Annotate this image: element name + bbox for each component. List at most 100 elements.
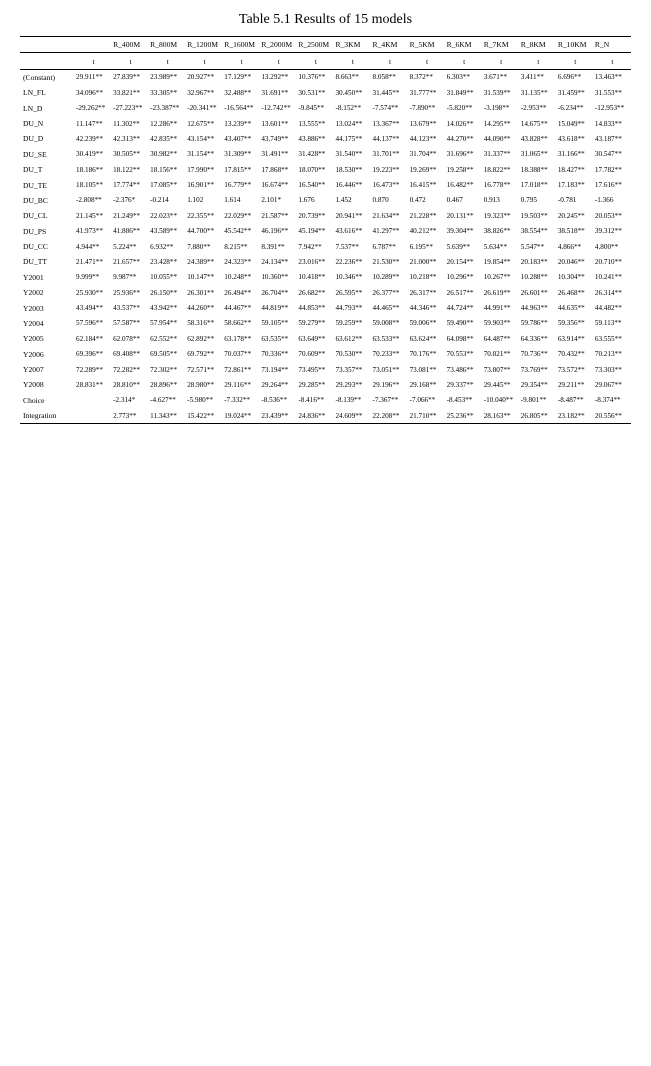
cell: 13.024**: [334, 116, 371, 131]
cell: 44.793**: [334, 300, 371, 315]
cell: 5.224**: [112, 239, 149, 254]
cell: 7.880**: [186, 239, 223, 254]
cell: 0.870: [372, 193, 409, 208]
row-label: Integration: [20, 408, 75, 423]
cell: 19.269**: [409, 162, 446, 177]
cell: 3.671**: [483, 69, 520, 85]
table-row: Choice-2.314*-4.627**-5.980**-7.332**-8.…: [20, 393, 631, 408]
header-col-13: R_8KM: [520, 37, 557, 53]
cell: 23.439**: [260, 408, 297, 423]
cell: 70.736**: [520, 347, 557, 362]
cell: 24.836**: [297, 408, 334, 423]
cell: 20.710**: [594, 254, 631, 269]
cell: 29.445**: [483, 377, 520, 392]
cell: -0.214: [149, 193, 186, 208]
cell: 12.286**: [149, 116, 186, 131]
cell: 59.113**: [594, 316, 631, 331]
cell: -7.367**: [372, 393, 409, 408]
cell: 13.367**: [372, 116, 409, 131]
cell: 44.819**: [260, 300, 297, 315]
cell: 29.264**: [260, 377, 297, 392]
row-label: Y2006: [20, 347, 75, 362]
cell: -9.801**: [520, 393, 557, 408]
cell: 17.085**: [149, 177, 186, 192]
cell: 41.973**: [75, 224, 112, 239]
cell: 29.354**: [520, 377, 557, 392]
cell: 73.357**: [334, 362, 371, 377]
cell: 10.288**: [520, 270, 557, 285]
row-label: LN_D: [20, 101, 75, 116]
cell: 14.295**: [483, 116, 520, 131]
cell: 16.778**: [483, 177, 520, 192]
header-col-9: R_4KM: [372, 37, 409, 53]
cell: 20.183**: [520, 254, 557, 269]
cell: 58.662**: [223, 316, 260, 331]
cell: 21.249**: [112, 208, 149, 223]
cell: 44.467**: [223, 300, 260, 315]
cell: 19.323**: [483, 208, 520, 223]
row-label: Choice: [20, 393, 75, 408]
subheader-t-11: t: [446, 53, 483, 69]
cell: 57.587**: [112, 316, 149, 331]
cell: 63.612**: [334, 331, 371, 346]
cell: 20.927**: [186, 69, 223, 85]
cell: 34.096**: [75, 85, 112, 100]
cell: 10.248**: [223, 270, 260, 285]
cell: 28.810**: [112, 377, 149, 392]
table-row: DU_N11.147**11.302**12.286**12.675**13.2…: [20, 116, 631, 131]
row-label: DU_PS: [20, 224, 75, 239]
header-col-8: R_3KM: [334, 37, 371, 53]
subheader-t-7: t: [297, 53, 334, 69]
cell: -10.040**: [483, 393, 520, 408]
cell: 20.131**: [446, 208, 483, 223]
subheader-t-10: t: [409, 53, 446, 69]
cell: 59.008**: [372, 316, 409, 331]
cell: 3.411**: [520, 69, 557, 85]
cell: 32.967**: [186, 85, 223, 100]
cell: 30.505**: [112, 147, 149, 162]
table-row: Y200225.930**25.936**26.150**26.301**26.…: [20, 285, 631, 300]
cell: [75, 393, 112, 408]
cell: -7.066**: [409, 393, 446, 408]
subheader-blank: [20, 53, 75, 69]
row-label: Y2002: [20, 285, 75, 300]
cell: 69.792**: [186, 347, 223, 362]
cell: 62.184**: [75, 331, 112, 346]
table-row: DU_D42.239**42.313**42.835**43.154**43.4…: [20, 131, 631, 146]
cell: 63.649**: [297, 331, 334, 346]
cell: 21.145**: [75, 208, 112, 223]
cell: [75, 408, 112, 423]
cell: 18.822**: [483, 162, 520, 177]
cell: 43.618**: [557, 131, 594, 146]
cell: 31.539**: [483, 85, 520, 100]
cell: 70.432**: [557, 347, 594, 362]
cell: -8.374**: [594, 393, 631, 408]
cell: 70.176**: [409, 347, 446, 362]
row-label: DU_CC: [20, 239, 75, 254]
subheader-t-15: t: [594, 53, 631, 69]
cell: 17.868**: [260, 162, 297, 177]
subheader-t-13: t: [520, 53, 557, 69]
cell: 44.991**: [483, 300, 520, 315]
cell: 70.336**: [260, 347, 297, 362]
table-header-row-1: R_400MR_800MR_1200MR_1600MR_2000MR_2500M…: [20, 37, 631, 53]
row-label: DU_N: [20, 116, 75, 131]
cell: 44.853**: [297, 300, 334, 315]
cell: 23.016**: [297, 254, 334, 269]
cell: 59.006**: [409, 316, 446, 331]
cell: 17.129**: [223, 69, 260, 85]
cell: 0.467: [446, 193, 483, 208]
cell: 21.657**: [112, 254, 149, 269]
cell: -8.152**: [334, 101, 371, 116]
cell: 38.554**: [520, 224, 557, 239]
cell: 9.987**: [112, 270, 149, 285]
header-col-2: R_400M: [112, 37, 149, 53]
cell: 16.482**: [446, 177, 483, 192]
table-row: LN_D-29.262**-27.223**-23.387**-20.341**…: [20, 101, 631, 116]
cell: 31.428**: [297, 147, 334, 162]
table-row: Integration2.773**11.343**15.422**19.024…: [20, 408, 631, 423]
subheader-t-4: t: [186, 53, 223, 69]
cell: 22.023**: [149, 208, 186, 223]
cell: 62.552**: [149, 331, 186, 346]
cell: 14.675**: [520, 116, 557, 131]
